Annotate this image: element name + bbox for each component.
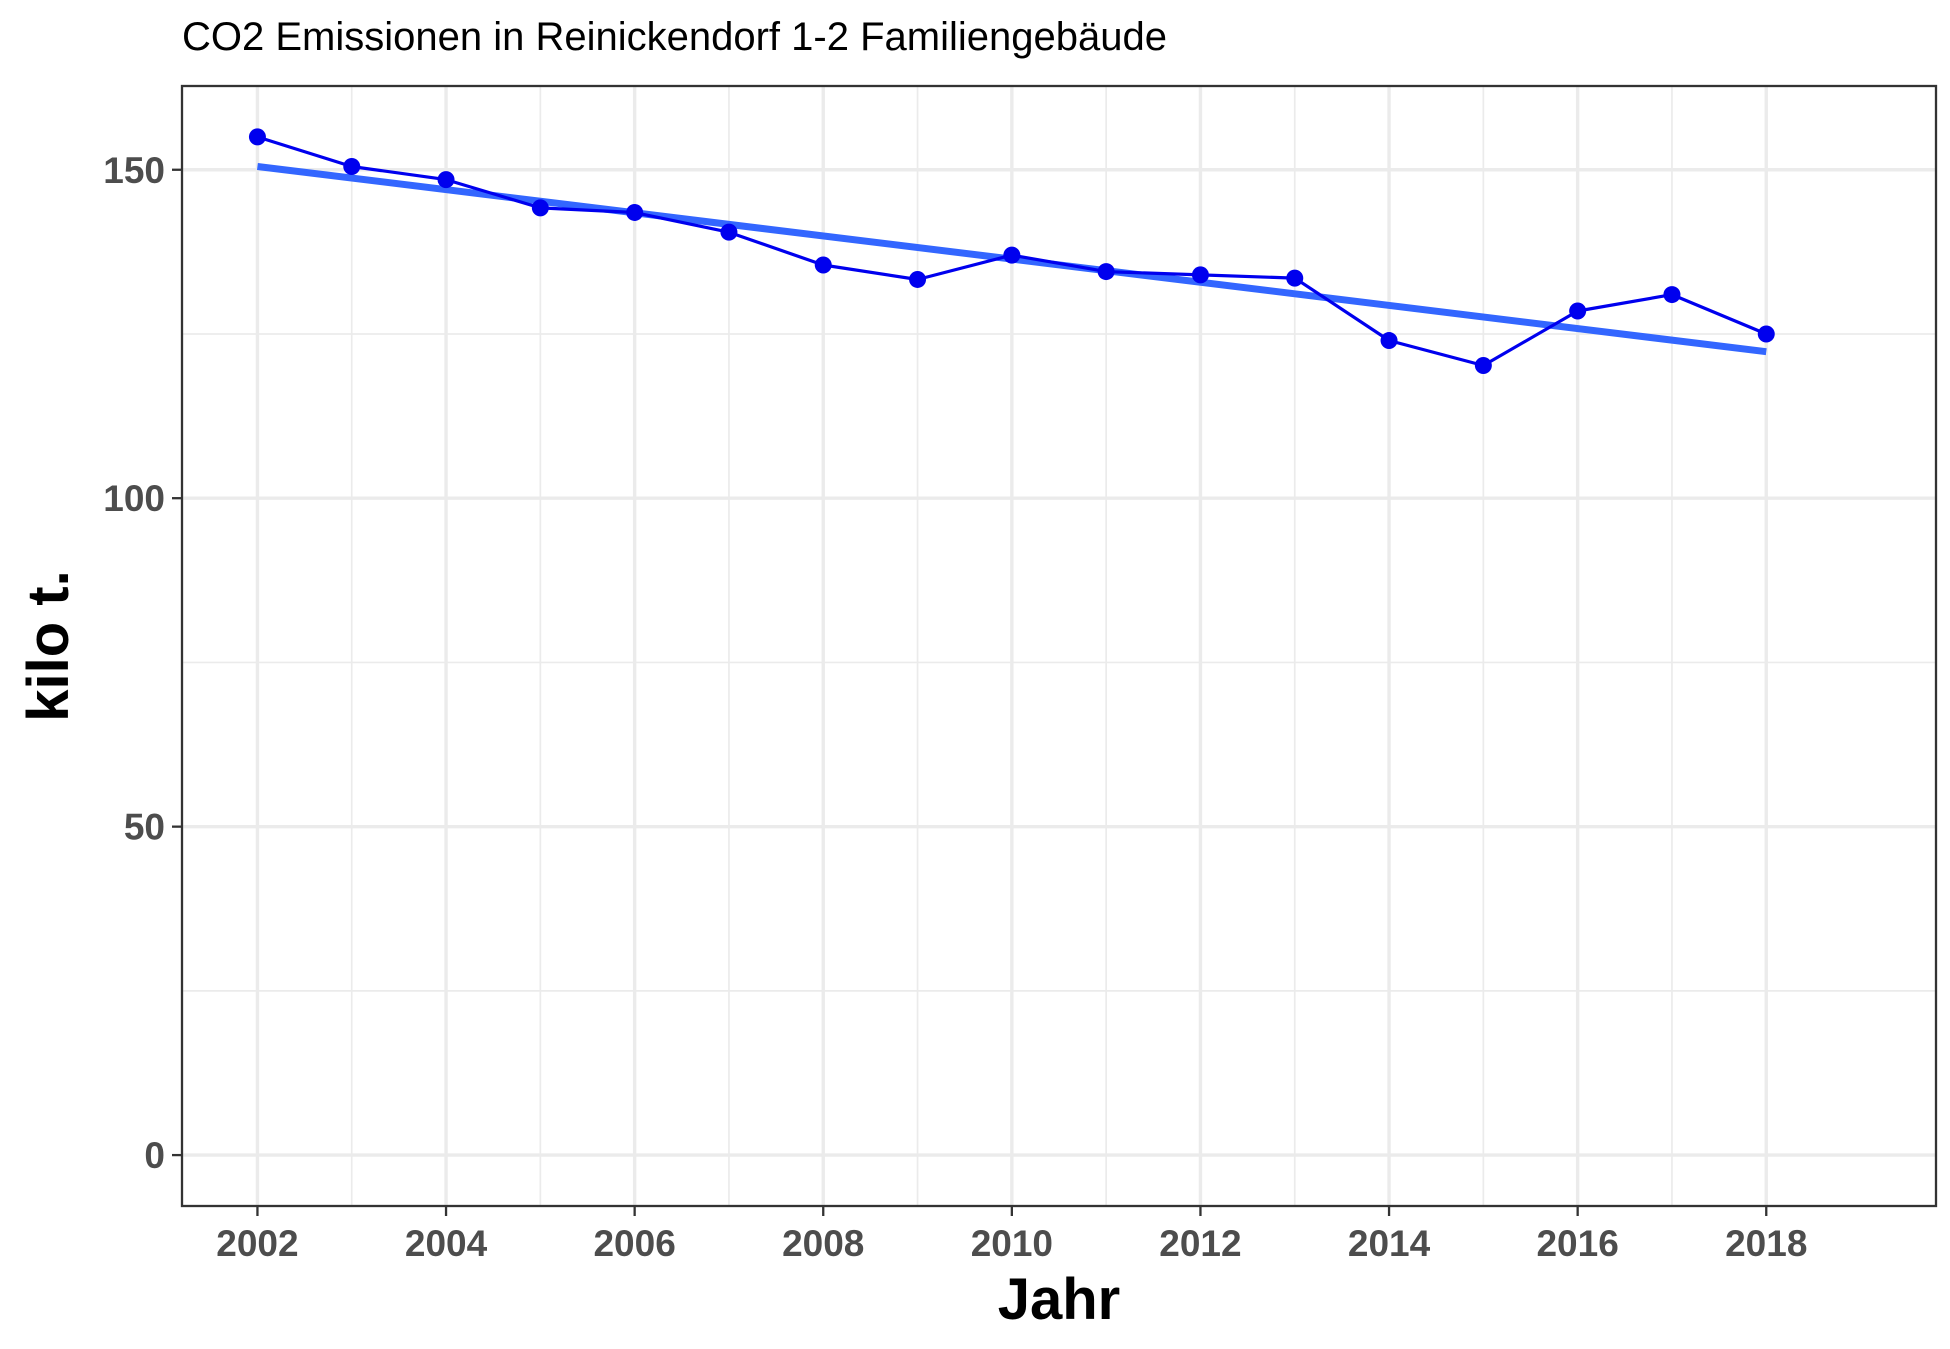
data-point — [531, 199, 549, 217]
series-layer — [248, 128, 1775, 375]
grid — [182, 86, 1936, 1206]
data-point — [909, 270, 927, 288]
axes: 0 50 100 150 2002 2004 2006 2008 2010 2012 2014 201… — [103, 150, 1807, 1264]
x-tick-label: 2012 — [1159, 1223, 1241, 1264]
plot-panel — [180, 84, 1938, 1208]
data-point — [814, 256, 832, 274]
data-point — [1191, 266, 1209, 284]
x-tick-label: 2014 — [1348, 1223, 1431, 1264]
data-point — [1286, 269, 1304, 287]
x-tick-label: 2010 — [971, 1223, 1053, 1264]
x-axis-title: Jahr — [998, 1267, 1121, 1332]
data-point — [1380, 332, 1398, 350]
data-point — [1757, 325, 1775, 343]
data-point — [1663, 286, 1681, 304]
x-tick-label: 2002 — [216, 1223, 298, 1264]
x-tick-label: 2018 — [1725, 1223, 1807, 1264]
x-tick-label: 2008 — [782, 1223, 864, 1264]
x-tick-label: 2016 — [1536, 1223, 1618, 1264]
y-axis-title: kilo t. — [16, 570, 81, 721]
x-tick-label: 2004 — [405, 1223, 488, 1264]
data-point — [720, 223, 738, 241]
data-point — [1097, 263, 1115, 281]
chart-title: CO2 Emissionen in Reinickendorf 1-2 Fami… — [182, 15, 1167, 59]
x-tick-label: 2006 — [593, 1223, 675, 1264]
data-point — [1569, 302, 1587, 320]
data-point — [248, 128, 266, 146]
data-point — [437, 171, 455, 189]
data-point — [1474, 357, 1492, 375]
y-tick-label: 0 — [144, 1135, 165, 1176]
y-tick-label: 100 — [103, 478, 165, 519]
y-tick-label: 50 — [124, 807, 165, 848]
data-point — [343, 157, 361, 175]
data-point — [1003, 246, 1021, 264]
y-tick-label: 150 — [103, 150, 165, 191]
data-point — [626, 203, 644, 221]
